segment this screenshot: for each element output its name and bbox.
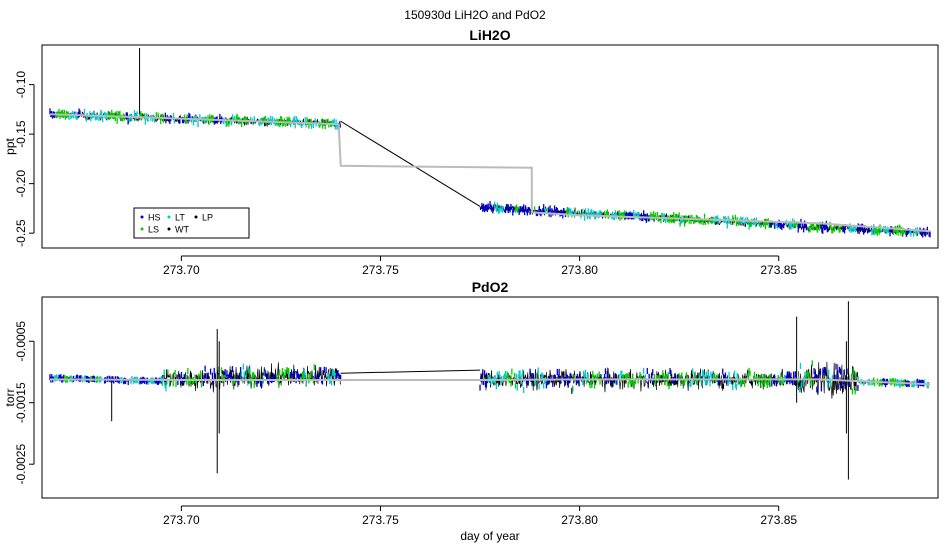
y-tick-label: -0.20 xyxy=(14,170,28,198)
data-area xyxy=(49,301,931,480)
legend-marker xyxy=(167,227,171,231)
panel-title: PdO2 xyxy=(472,279,509,295)
legend: HS LS LT WT LP xyxy=(133,207,250,239)
x-tick-label: 273.85 xyxy=(760,263,797,277)
legend-marker xyxy=(194,215,198,219)
x-axis: 273.70 273.75 273.80 273.85 day of year xyxy=(163,505,797,543)
x-axis: 273.70 273.75 273.80 273.85 xyxy=(163,255,797,277)
x-tick-label: 273.80 xyxy=(561,513,598,527)
x-tick-label: 273.75 xyxy=(362,513,399,527)
legend-marker xyxy=(167,215,171,219)
legend-marker xyxy=(140,227,144,231)
legend-box xyxy=(133,207,250,239)
figure-title: 150930d LiH2O and PdO2 xyxy=(404,8,546,22)
legend-label: HS xyxy=(148,213,161,223)
y-tick-label: -0.15 xyxy=(14,120,28,148)
x-tick-label: 273.85 xyxy=(760,513,797,527)
gap-connector xyxy=(340,120,481,207)
y-tick-label: -0.0005 xyxy=(14,321,28,362)
legend-label: LP xyxy=(202,213,213,223)
x-tick-label: 273.80 xyxy=(561,263,598,277)
smoothed-line xyxy=(49,378,931,386)
panel-title: LiH2O xyxy=(469,27,510,43)
y-axis: -0.25 -0.20 -0.15 -0.10 ppt xyxy=(3,71,35,247)
x-tick-label: 273.75 xyxy=(362,263,399,277)
y-axis-label: ppt xyxy=(3,137,17,154)
legend-label: WT xyxy=(175,225,189,235)
x-tick-label: 273.70 xyxy=(163,513,200,527)
smoothed-line xyxy=(49,113,931,233)
plot-frame xyxy=(41,296,939,499)
x-tick-label: 273.70 xyxy=(163,263,200,277)
data-area xyxy=(49,47,931,238)
y-tick-label: -0.0015 xyxy=(14,382,28,423)
y-tick-label: -0.0025 xyxy=(14,444,28,485)
plot-frame xyxy=(41,44,939,249)
y-axis-label: torr xyxy=(3,388,17,406)
y-axis: -0.0025 -0.0015 -0.0005 torr xyxy=(3,321,35,485)
y-tick-label: -0.10 xyxy=(14,71,28,99)
legend-label: LT xyxy=(175,213,185,223)
legend-label: LS xyxy=(148,225,159,235)
gap-connector xyxy=(340,369,481,374)
pdo2-panel: PdO2 273.70 273.75 273.80 273.85 day of year -… xyxy=(3,279,939,543)
y-tick-label: -0.25 xyxy=(14,219,28,247)
legend-marker xyxy=(140,215,144,219)
x-axis-label: day of year xyxy=(460,529,519,543)
